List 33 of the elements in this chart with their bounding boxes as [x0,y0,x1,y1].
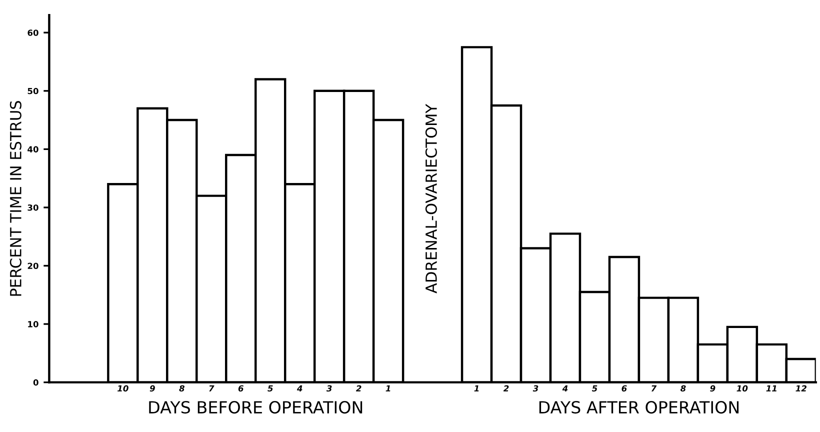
x-tick-label: 2 [356,385,362,392]
x-tick-label: 12 [796,385,806,392]
x-tick-label: 1 [474,385,479,392]
x-tick-label: 3 [326,385,332,392]
x-tick-label: 1 [386,385,390,392]
x-tick-label: 9 [710,385,716,392]
x-tick-label: 6 [622,385,627,392]
x-tick-label: 8 [680,385,686,392]
y-axis-title: PERCENT TIME IN ESTRUS [10,100,22,296]
x-tick-label: 4 [562,385,568,392]
y-tick-label: 30 [28,204,38,211]
y-tick-label: 60 [28,30,38,36]
y-tick-label: 50 [28,88,38,94]
x-tick-label: 11 [766,385,776,392]
y-tick-label: 0 [33,379,38,386]
text: DAYS BEFORE OPERATION [149,400,362,414]
y-tick-label: 10 [28,321,38,328]
y-tick-label: 20 [28,262,38,270]
y-tick-label: 40 [28,146,38,152]
x-tick-label: 3 [532,385,538,392]
x-tick-label: 10 [736,385,748,392]
x-tick-label: 5 [592,385,598,392]
x-tick-label: 9 [150,385,155,392]
x-tick-label: 5 [268,385,273,392]
annotation: ADRENAL-OVARIECTOMY [425,104,437,294]
text: DAYS AFTER OPERATION [539,400,739,414]
x-tick-label: 2 [503,385,509,392]
x-tick-label: 6 [238,385,244,392]
x-tick-label: 7 [209,385,214,392]
x-tick-label: 10 [117,385,128,392]
x-tick-label: 7 [651,385,657,392]
x-tick-label: 4 [296,385,302,392]
x-tick-label: 8 [179,385,184,392]
